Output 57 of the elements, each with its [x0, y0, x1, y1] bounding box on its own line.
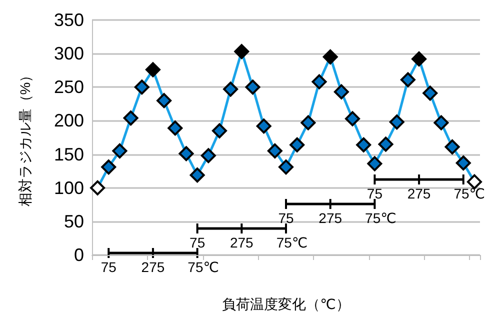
y-tick-label: 250	[54, 77, 84, 98]
point	[389, 114, 404, 130]
annotation: 75	[190, 234, 206, 250]
text: 75℃	[188, 258, 219, 275]
annotation: 75℃	[454, 185, 486, 202]
annotation: 75℃	[276, 234, 308, 250]
point	[356, 137, 372, 152]
point	[312, 74, 327, 90]
point	[145, 62, 160, 78]
annotation: 75	[366, 185, 383, 202]
point	[322, 49, 338, 64]
point	[300, 115, 316, 130]
point	[334, 84, 349, 100]
annotation: 75	[278, 210, 294, 226]
y-tick-label: 150	[54, 144, 84, 164]
point	[290, 137, 305, 152]
point	[123, 110, 138, 126]
point	[267, 143, 282, 158]
point	[90, 180, 106, 196]
point	[134, 80, 150, 95]
point	[101, 160, 116, 175]
point	[400, 72, 416, 88]
point	[212, 123, 227, 138]
point	[190, 168, 205, 183]
point	[112, 143, 128, 158]
point	[378, 136, 394, 152]
point	[245, 80, 260, 95]
point	[156, 93, 172, 108]
point	[256, 118, 272, 134]
y-tick-label: 300	[54, 44, 84, 64]
point	[412, 51, 427, 66]
y-tick-label: 350	[54, 10, 84, 30]
y-tick-label: 200	[54, 110, 84, 131]
annotation: 275	[230, 234, 254, 250]
text: 275	[141, 258, 165, 275]
point	[422, 86, 438, 101]
point	[444, 139, 460, 154]
point	[223, 82, 238, 97]
point	[200, 148, 216, 164]
point	[466, 174, 482, 190]
text: 75	[100, 258, 117, 275]
point	[434, 115, 449, 130]
y-axis-title: 相対ラジカル量（%）	[17, 68, 33, 207]
point	[456, 156, 471, 171]
annotation: 75℃	[365, 210, 396, 226]
annotation: 275	[318, 210, 342, 226]
x-axis-title: 負荷温度変化（℃）	[222, 296, 350, 312]
point	[178, 146, 194, 162]
y-tick-label: 100	[54, 178, 84, 198]
point	[168, 120, 183, 136]
y-tick-label: 50	[64, 211, 84, 232]
point	[367, 156, 382, 172]
annotation: 275	[407, 185, 431, 202]
point	[345, 111, 360, 126]
point	[278, 160, 294, 175]
y-tick-label: 0	[74, 245, 84, 265]
point	[234, 44, 250, 60]
